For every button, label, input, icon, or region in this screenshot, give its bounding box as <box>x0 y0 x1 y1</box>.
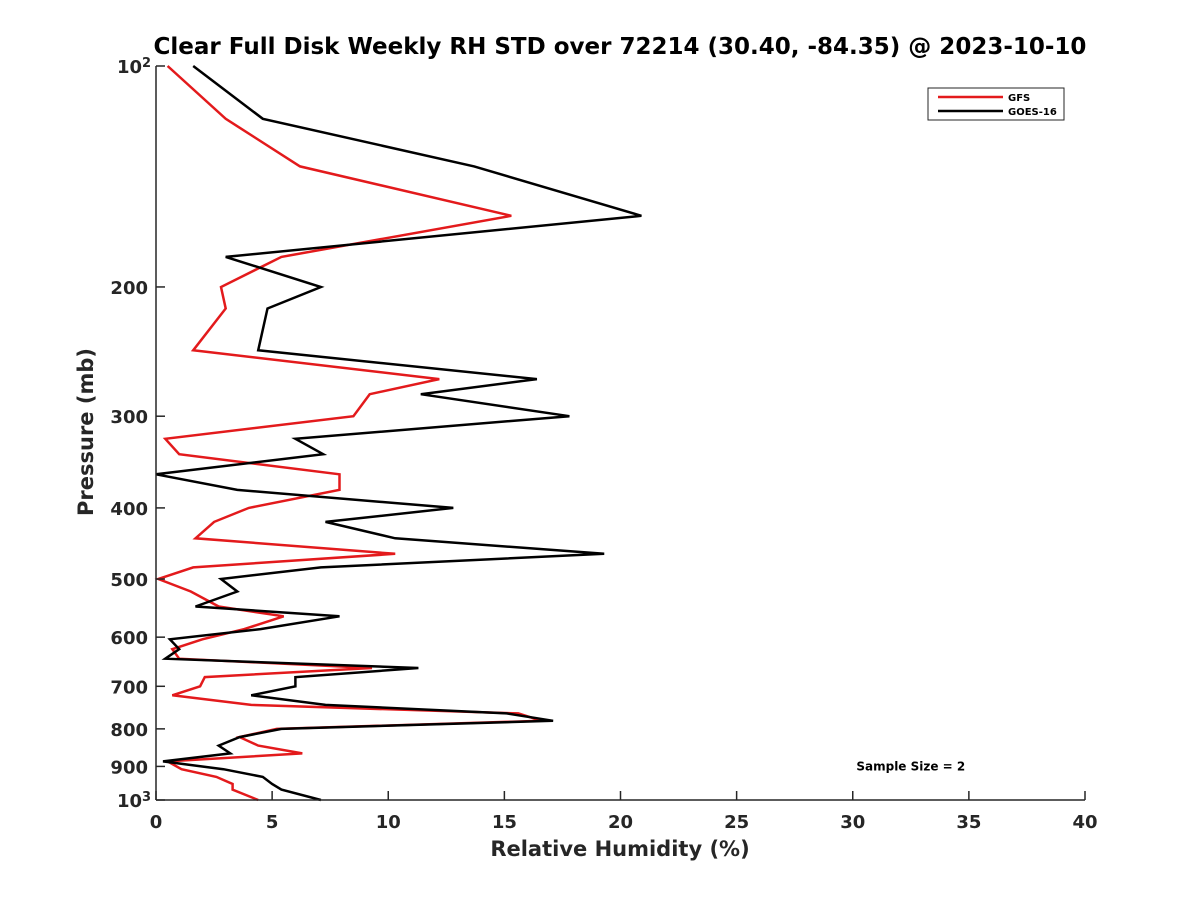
y-tick-label: 400 <box>110 499 148 520</box>
y-tick-label: 10 <box>117 791 142 812</box>
x-tick-label: 5 <box>266 812 279 833</box>
y-tick-label: 200 <box>110 278 148 299</box>
y-tick-exponent: 2 <box>142 56 151 71</box>
x-tick-label: 40 <box>1072 812 1097 833</box>
x-tick-label: 10 <box>376 812 401 833</box>
y-tick-label: 500 <box>110 570 148 591</box>
x-tick-label: 15 <box>492 812 517 833</box>
x-tick-label: 0 <box>150 812 163 833</box>
y-tick-label: 600 <box>110 628 148 649</box>
y-tick-label: 900 <box>110 757 148 778</box>
legend-box <box>927 87 1065 121</box>
x-tick-label: 25 <box>724 812 749 833</box>
x-tick-label: 20 <box>608 812 633 833</box>
legend: GFS GOES-16 <box>927 87 1065 121</box>
x-tick-label: 35 <box>956 812 981 833</box>
y-tick-label: 300 <box>110 407 148 428</box>
axes <box>155 66 1085 801</box>
x-tick-label: 30 <box>840 812 865 833</box>
legend-label-gfs: GFS <box>1008 93 1030 104</box>
legend-label-goes16: GOES-16 <box>1008 107 1057 118</box>
series-line-goes16 <box>155 65 642 802</box>
series-layer <box>154 65 642 802</box>
x-axis-label: Relative Humidity (%) <box>490 837 749 861</box>
x-ticks: 0 5 10 15 20 25 30 35 40 <box>150 791 1098 833</box>
y-tick-label: 10 <box>117 57 142 78</box>
sample-size-annotation: Sample Size = 2 <box>856 759 965 773</box>
y-tick-label: 800 <box>110 720 148 741</box>
y-axis-label: Pressure (mb) <box>74 348 98 516</box>
chart-title: Clear Full Disk Weekly RH STD over 72214… <box>154 34 1087 60</box>
y-tick-label: 700 <box>110 677 148 698</box>
series-line-gfs <box>154 65 542 802</box>
y-tick-exponent: 3 <box>142 790 151 805</box>
